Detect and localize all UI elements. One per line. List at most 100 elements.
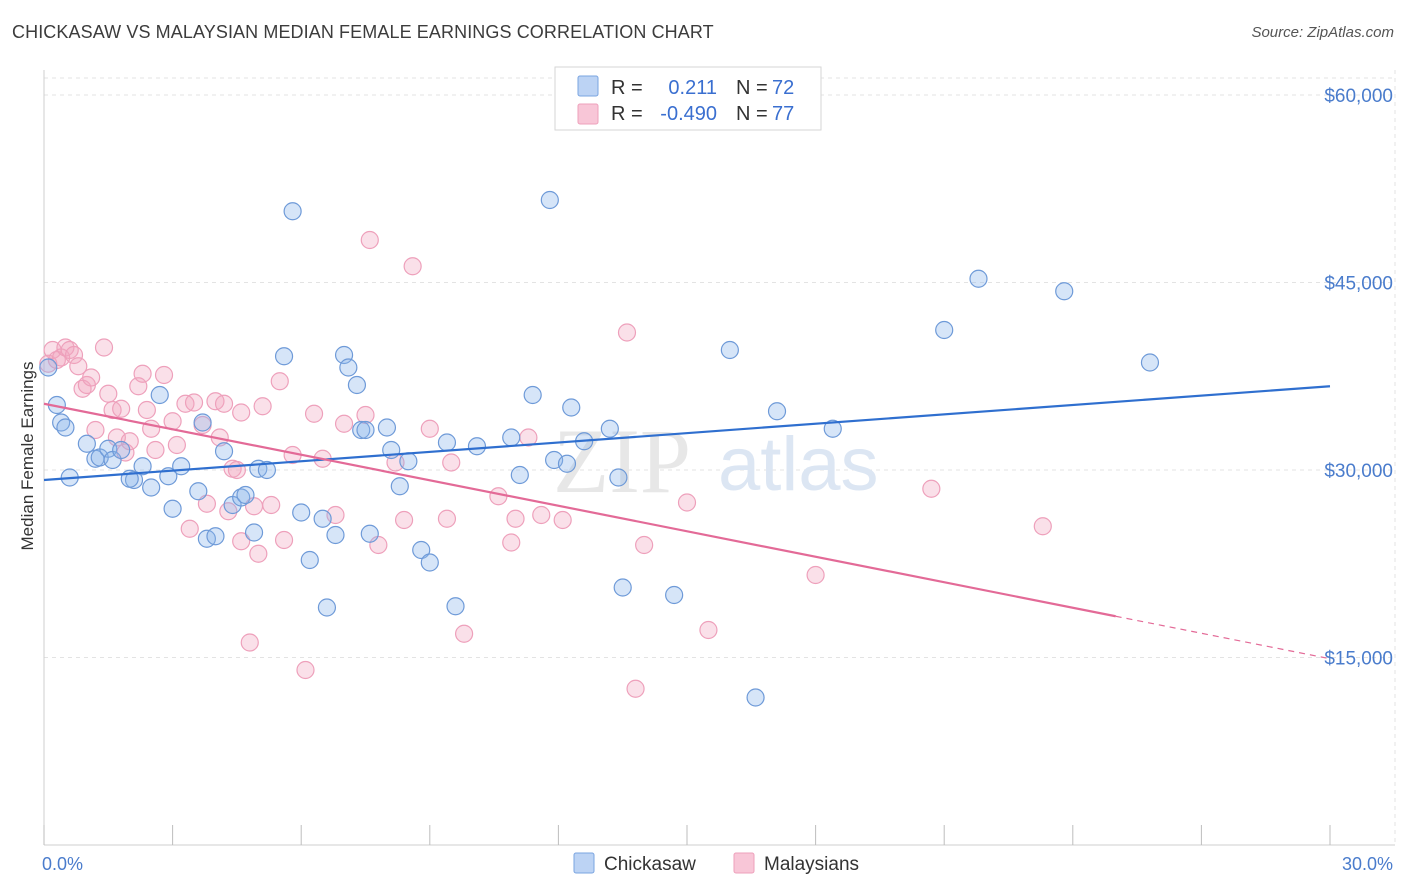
chickasaw-point-30: [283, 202, 302, 221]
malaysians-point-42: [262, 495, 281, 515]
bottom-legend-swatch-chickasaw: [573, 852, 595, 874]
chickasaw-point-64: [746, 688, 765, 707]
axes: [43, 70, 1395, 846]
malaysians-point-38: [240, 633, 259, 652]
malaysians-point-47: [304, 404, 324, 423]
chickasaw-point-28: [257, 460, 277, 480]
malaysians-point-43: [270, 372, 289, 391]
malaysians-point-57: [420, 419, 439, 438]
malaysians-trend-extension: [1115, 615, 1331, 660]
malaysians-point-16: [112, 399, 131, 418]
series-legend: Chickasaw Malaysians: [573, 852, 859, 875]
malaysians-point-59: [442, 453, 461, 472]
malaysians-point-46: [296, 660, 315, 680]
chickasaw-point-21: [206, 527, 225, 546]
chickasaw-point-26: [244, 523, 264, 542]
y-axis-label: Median Female Earnings: [18, 362, 37, 551]
chickasaw-point-10: [112, 440, 131, 460]
chickasaw-point-46: [412, 540, 431, 560]
chickasaw-point-22: [214, 442, 234, 461]
chickasaw-point-29: [274, 347, 294, 366]
chickasaw-point-44: [390, 477, 409, 496]
malaysians-point-71: [699, 620, 718, 640]
chickasaw-point-61: [613, 578, 632, 597]
malaysians-point-10: [82, 368, 101, 387]
bottom-legend-swatch-malaysians: [733, 852, 755, 874]
malaysians-point-75: [232, 532, 251, 551]
chickasaw-point-56: [562, 398, 581, 417]
chickasaw-point-45: [399, 452, 418, 471]
chickasaw-point-67: [935, 320, 954, 340]
malaysians-point-40: [249, 544, 268, 563]
malaysians-point-30: [197, 494, 216, 513]
chickasaw-point-18: [189, 482, 208, 501]
malaysians-point-69: [626, 679, 645, 698]
malaysians-point-70: [677, 493, 697, 512]
legend-n-value-chickasaw: 72: [772, 77, 794, 99]
chickasaw-point-59: [600, 419, 619, 438]
y-tick-label-0: $15,000: [1324, 649, 1393, 670]
malaysians-point-60: [454, 624, 474, 643]
y-tick-label-1: $30,000: [1324, 461, 1393, 482]
malaysians-point-36: [227, 460, 246, 480]
chickasaw-point-60: [609, 468, 628, 487]
malaysians-trend-line: [43, 402, 1116, 618]
malaysians-point-58: [437, 509, 457, 528]
chickasaw-point-62: [665, 585, 684, 605]
chickasaw-point-12: [133, 457, 152, 476]
chickasaw-point-47: [420, 553, 439, 572]
malaysians-point-27: [180, 519, 199, 538]
legend-box: [554, 66, 822, 131]
chickasaw-point-42: [377, 418, 397, 437]
chickasaw-point-63: [720, 340, 739, 360]
bottom-legend-label-malaysians: Malaysians: [764, 854, 859, 875]
correlation-legend: R = 0.211 N = 72 R = -0.490 N = 77: [554, 66, 822, 131]
malaysians-point-41: [253, 397, 272, 416]
chickasaw-point-41: [360, 524, 379, 543]
malaysians-points: [39, 230, 1052, 698]
malaysians-point-56: [403, 257, 422, 276]
chickasaw-trend-line: [43, 385, 1331, 482]
malaysians-point-76: [133, 364, 152, 383]
malaysians-point-12: [94, 338, 114, 357]
chickasaw-point-8: [99, 439, 118, 458]
malaysians-point-66: [553, 510, 572, 530]
legend-swatch-malaysians: [577, 103, 599, 125]
watermark-zip: ZIP: [553, 410, 691, 512]
legend-r-label-2: R =: [611, 103, 643, 125]
chickasaw-point-52: [510, 465, 529, 485]
chickasaw-point-17: [172, 457, 191, 476]
malaysians-point-65: [532, 505, 551, 525]
chickasaw-point-37: [339, 358, 358, 377]
malaysians-point-44: [274, 530, 294, 550]
chart-title: CHICKASAW VS MALAYSIAN MEDIAN FEMALE EAR…: [12, 22, 714, 42]
malaysians-point-73: [922, 479, 941, 498]
chickasaw-point-48: [437, 433, 457, 452]
malaysians-point-37: [232, 403, 251, 422]
trend-lines: [43, 385, 1331, 660]
legend-n-label-1: N =: [736, 77, 768, 99]
legend-r-value-malaysians: -0.490: [660, 103, 717, 125]
malaysians-point-6: [64, 345, 84, 365]
y-tick-labels: $15,000 $30,000 $45,000 $60,000: [1324, 86, 1393, 670]
x-tick-label-30: 30.0%: [1342, 854, 1393, 874]
y-tick-label-3: $60,000: [1324, 86, 1393, 107]
chickasaw-point-19: [193, 413, 212, 432]
chickasaw-point-50: [467, 437, 487, 456]
x-tick-label-0: 0.0%: [42, 854, 83, 874]
chickasaw-point-33: [313, 509, 332, 528]
malaysians-point-74: [1033, 517, 1052, 536]
source-credit: Source: ZipAtlas.com: [1251, 24, 1394, 41]
chickasaw-point-68: [969, 269, 988, 288]
malaysians-point-63: [506, 509, 525, 528]
chickasaw-point-25: [236, 485, 255, 505]
chickasaw-point-31: [292, 503, 311, 522]
chickasaw-point-14: [150, 385, 169, 405]
malaysians-point-72: [806, 565, 825, 585]
malaysians-point-52: [360, 230, 379, 250]
malaysians-point-23: [154, 365, 174, 385]
chickasaw-point-69: [1055, 282, 1074, 301]
chickasaw-point-34: [317, 598, 337, 617]
malaysians-point-67: [617, 323, 637, 342]
